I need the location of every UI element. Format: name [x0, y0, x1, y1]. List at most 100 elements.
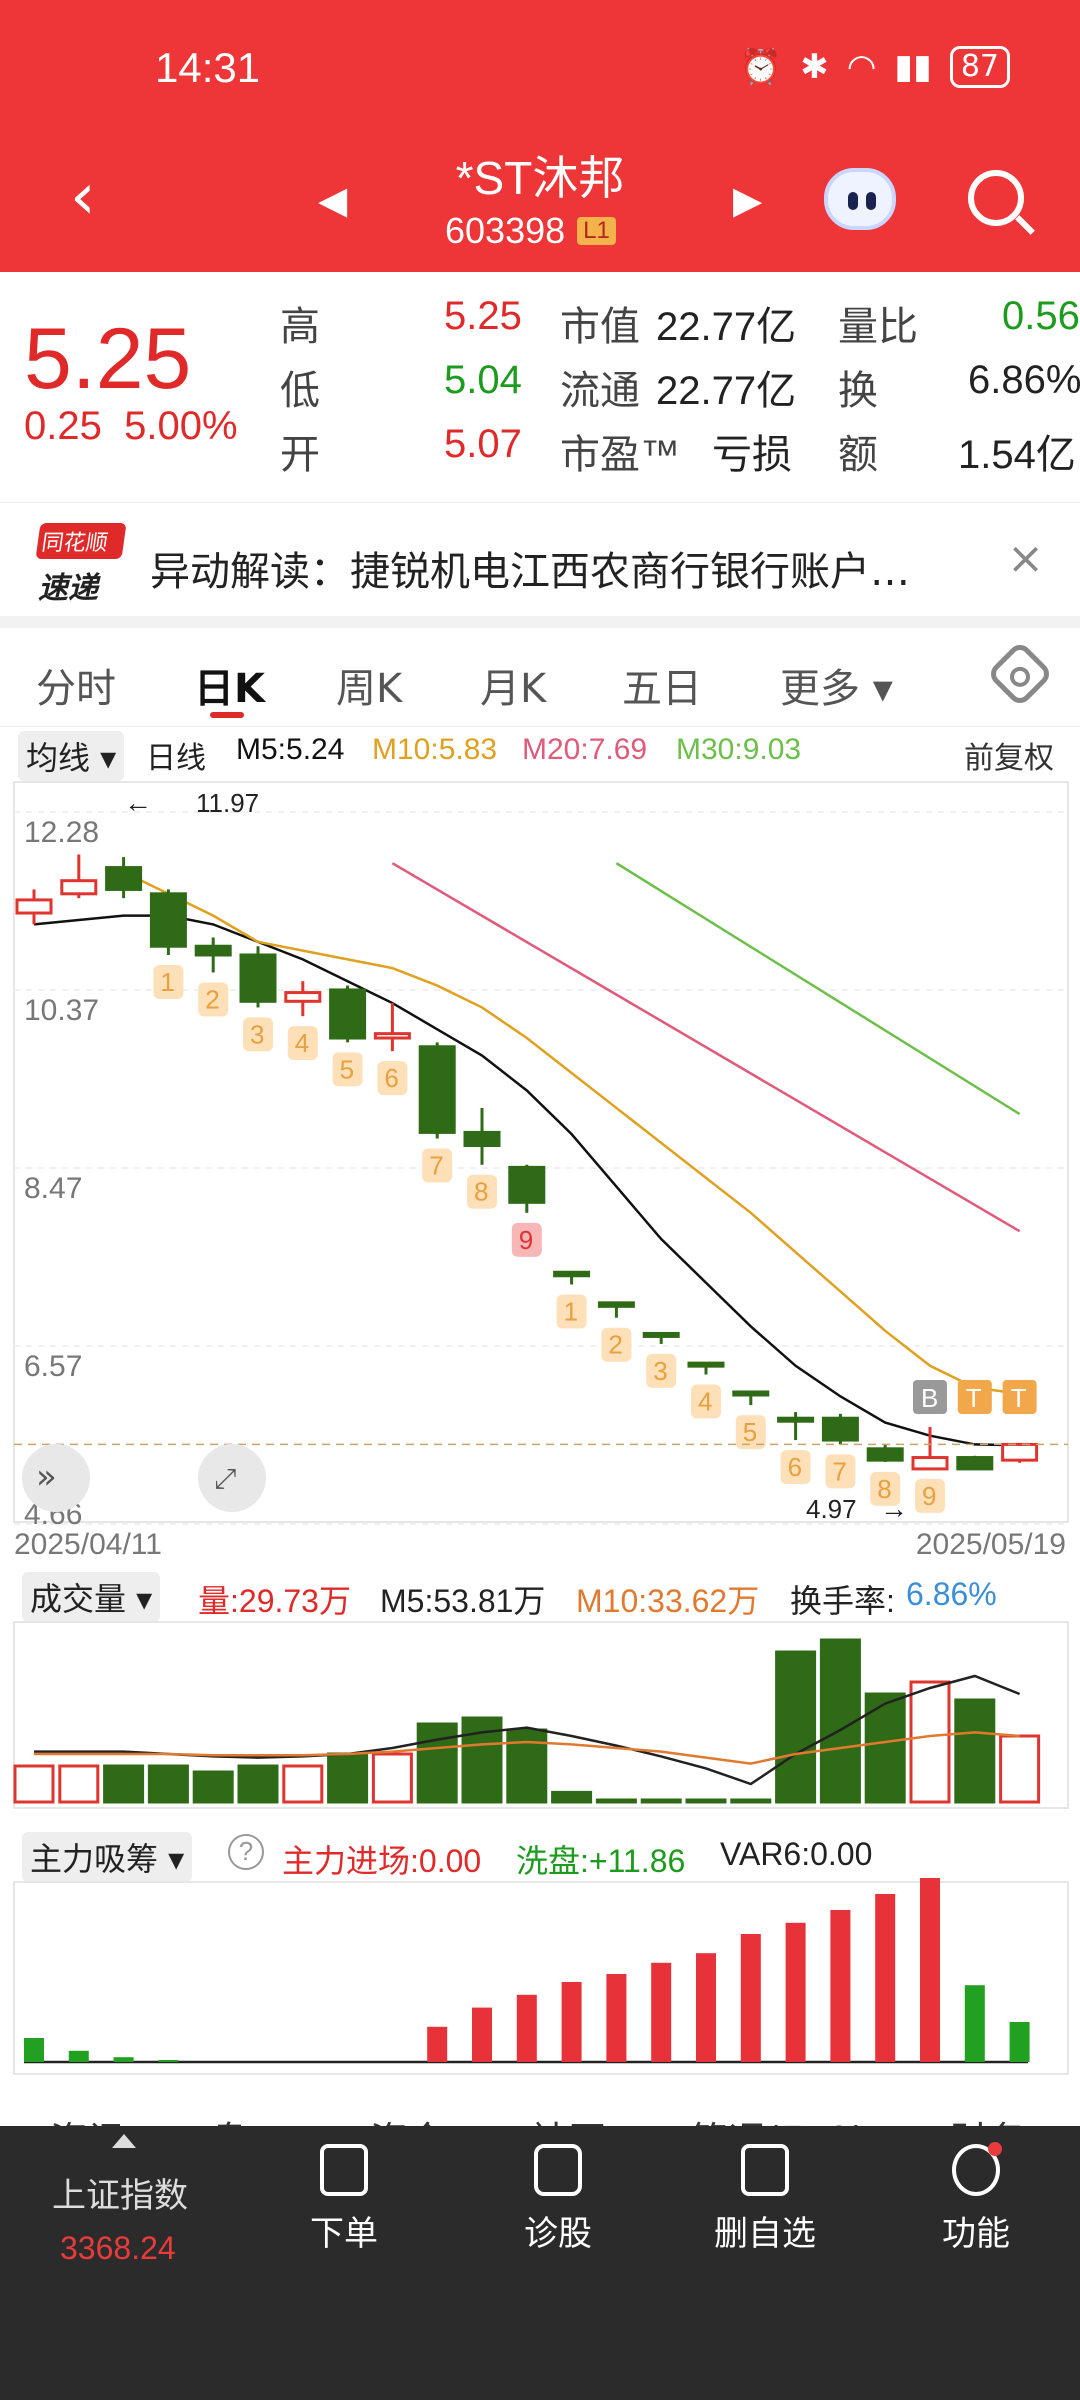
volume-bar	[147, 1764, 189, 1804]
function-button[interactable]: 功能	[942, 2142, 1010, 2255]
search-icon[interactable]	[968, 170, 1024, 226]
help-icon[interactable]: ?	[228, 1834, 264, 1870]
pe-label: 市盈™	[560, 433, 680, 477]
td-label: 3	[250, 1019, 264, 1049]
order-icon	[320, 2144, 368, 2196]
subtab-orderbook[interactable]: 盘口	[210, 2110, 286, 2126]
volume-bar	[192, 1770, 234, 1804]
menu-icon	[952, 2142, 1002, 2196]
td-label: 6	[384, 1063, 398, 1093]
alarm-icon: ⏰	[739, 47, 783, 87]
candle-body	[553, 1270, 591, 1278]
td-badge	[646, 1353, 677, 1388]
tab-daily-k[interactable]: 日K	[194, 666, 265, 712]
remove-watchlist-button[interactable]: 删自选	[714, 2144, 816, 2255]
next-stock-button[interactable]: ▶	[733, 178, 763, 222]
td-badge	[422, 1148, 453, 1183]
news-banner[interactable]: 同花顺 速递 异动解读：捷锐机电江西农商行银行账户… ×	[0, 502, 1080, 616]
td-label: 7	[832, 1456, 846, 1486]
back-button[interactable]: ‹	[70, 160, 96, 234]
volume-select[interactable]: 成交量 ▾	[22, 1572, 161, 1622]
diagnose-label: 诊股	[524, 2214, 592, 2254]
max-arrow: ←	[124, 787, 152, 818]
volume-bar	[595, 1798, 637, 1804]
index-name[interactable]: 上证指数	[52, 2176, 188, 2216]
flow-chart	[13, 1878, 1069, 2075]
candle-body	[1001, 1442, 1039, 1462]
subtab-finance[interactable]: 财务	[950, 2110, 1026, 2126]
volume-m10: M10:33.62万	[576, 1583, 760, 1619]
candle-body	[373, 1032, 411, 1040]
turnover-value: 6.86%	[968, 358, 1080, 402]
tab-five-day[interactable]: 五日	[622, 666, 702, 712]
flow-bar	[964, 1985, 985, 2062]
flow-select[interactable]: 主力吸筹 ▾	[22, 1832, 193, 1882]
expand-up-icon[interactable]	[112, 2134, 136, 2148]
td-badge	[243, 1017, 273, 1052]
double-chevron-icon: »	[36, 1457, 57, 1497]
candle-body	[418, 1045, 456, 1134]
level-badge: L1	[577, 217, 616, 245]
flow-bar	[561, 1982, 582, 2062]
date-start: 2025/04/11	[14, 1528, 162, 1561]
subtab-news[interactable]: 资讯	[50, 2110, 126, 2126]
ma10-line	[123, 870, 1020, 1395]
ma5-label: M5:5.24	[236, 733, 345, 766]
order-button[interactable]: 下单	[310, 2144, 378, 2255]
td-badge	[780, 1450, 811, 1485]
tab-weekly-k[interactable]: 周K	[336, 666, 403, 712]
var6-value: VAR6:0.00	[720, 1836, 873, 1872]
flow-bar	[785, 1922, 806, 2062]
volume-bar	[103, 1764, 145, 1804]
settings-icon[interactable]	[986, 640, 1054, 708]
td-label: 9	[519, 1225, 533, 1255]
td-label: 2	[608, 1330, 622, 1360]
subtab-community[interactable]: 社区	[530, 2110, 606, 2126]
y-tick-label: 8.47	[24, 1172, 82, 1205]
candle-body	[329, 988, 367, 1040]
candle-body	[15, 898, 53, 915]
high-label: 高	[280, 305, 320, 349]
main-in-value: 主力进场:0.00	[282, 1843, 482, 1879]
amount-label: 额	[838, 433, 878, 477]
vol-ratio-label: 量比	[838, 305, 918, 349]
turnover-rate-label: 换手率:	[790, 1583, 895, 1619]
tab-more[interactable]: 更多 ▾	[780, 666, 893, 712]
subtab-f10[interactable]: 简况(F10)	[690, 2110, 866, 2126]
candle-body	[149, 892, 187, 948]
prev-stock-button[interactable]: ◀	[318, 178, 348, 222]
candle-body	[508, 1165, 546, 1204]
news-logo-bottom: 速递	[38, 571, 98, 606]
diagnose-button[interactable]: 诊股	[524, 2144, 592, 2255]
td-badge	[332, 1052, 363, 1087]
ma30-label: M30:9.03	[676, 733, 802, 766]
bluetooth-icon: ✱	[800, 47, 829, 87]
candle-body	[956, 1456, 994, 1471]
subtab-funds[interactable]: 资金	[370, 2110, 446, 2126]
candle-body	[687, 1361, 725, 1368]
tab-intraday[interactable]: 分时	[36, 666, 116, 712]
diagnose-icon	[534, 2144, 582, 2196]
volume-bar	[282, 1764, 324, 1804]
flow-bar	[113, 2057, 134, 2062]
candle-body	[463, 1130, 501, 1148]
td-label: 5	[340, 1054, 354, 1084]
tab-monthly-k[interactable]: 月K	[480, 666, 547, 712]
ma-select[interactable]: 均线 ▾	[18, 731, 125, 781]
bt-badge	[1002, 1380, 1037, 1414]
news-text[interactable]: 异动解读：捷锐机电江西农商行银行账户…	[150, 549, 910, 595]
max-value-label: 11.97	[196, 788, 259, 818]
change-value: 0.25	[24, 404, 102, 448]
volume-bar	[909, 1680, 951, 1804]
td-badge	[377, 1061, 408, 1096]
min-arrow: →	[880, 1493, 908, 1524]
adjust-mode[interactable]: 前复权	[964, 742, 1054, 775]
vol-ratio-value: 0.56	[1002, 294, 1080, 338]
close-icon[interactable]: ×	[1007, 533, 1044, 584]
flow-bar	[830, 1910, 851, 2062]
assistant-robot-icon[interactable]	[824, 168, 896, 230]
4g-signal-icon: ▮▮	[894, 47, 932, 87]
volume-value: 量:29.73万	[198, 1583, 351, 1619]
status-icons: ⏰ ✱ ◠ ▮▮ 87	[740, 46, 1010, 88]
